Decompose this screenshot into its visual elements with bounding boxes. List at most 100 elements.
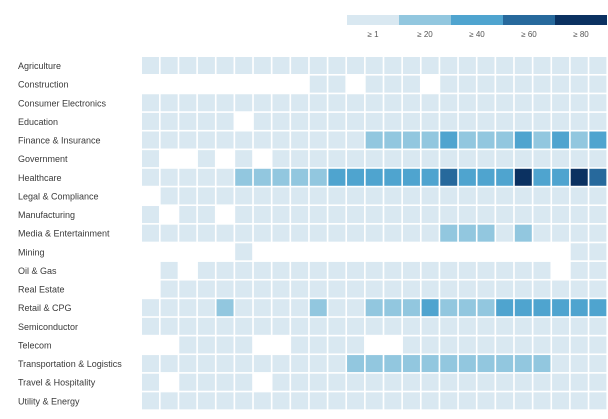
heatmap-cell	[235, 373, 253, 391]
heatmap-cell	[291, 224, 309, 242]
heatmap-cell	[421, 299, 439, 317]
heatmap-cell	[235, 206, 253, 224]
heatmap-cell	[402, 243, 420, 261]
heatmap-cell	[142, 336, 159, 354]
heatmap-cell	[365, 261, 383, 279]
heatmap-cell	[365, 336, 383, 354]
heatmap-cell	[179, 299, 197, 317]
legend-swatch	[555, 15, 607, 25]
heatmap-cell	[533, 299, 551, 317]
heatmap-cell	[365, 243, 383, 261]
heatmap-cell	[291, 168, 309, 186]
heatmap-cell	[160, 150, 178, 168]
heatmap-cell	[253, 168, 271, 186]
heatmap-cell	[216, 261, 234, 279]
heatmap-cell	[552, 206, 570, 224]
heatmap-cell	[477, 299, 495, 317]
heatmap-cell	[291, 75, 309, 93]
heatmap-cell	[291, 206, 309, 224]
heatmap-cell	[235, 112, 253, 130]
heatmap-cell	[328, 168, 346, 186]
heatmap-cell	[291, 317, 309, 335]
heatmap-cell	[477, 75, 495, 93]
heatmap-cell	[253, 224, 271, 242]
heatmap-cell	[291, 187, 309, 205]
heatmap-cell	[235, 392, 253, 410]
heatmap-cell	[216, 355, 234, 373]
heatmap-cell	[458, 150, 476, 168]
legend-label: ≥ 80	[573, 30, 589, 39]
heatmap-cell	[440, 280, 458, 298]
heatmap-cell	[533, 373, 551, 391]
heatmap-cell	[179, 261, 197, 279]
heatmap-cell	[142, 224, 159, 242]
heatmap-cell	[197, 373, 215, 391]
heatmap-cell	[496, 94, 514, 112]
heatmap-cell	[458, 373, 476, 391]
heatmap-cell	[365, 317, 383, 335]
heatmap-cell	[179, 317, 197, 335]
heatmap-cell	[253, 355, 271, 373]
heatmap-cell	[160, 299, 178, 317]
heatmap-cell	[496, 373, 514, 391]
heatmap-cell	[365, 112, 383, 130]
heatmap-cell	[402, 224, 420, 242]
heatmap-cell	[235, 261, 253, 279]
row-label: Consumer Electronics	[18, 98, 107, 108]
heatmap-cell	[496, 75, 514, 93]
heatmap-cell	[328, 187, 346, 205]
heatmap-cell	[142, 57, 159, 74]
heatmap-cell	[552, 336, 570, 354]
heatmap-cell	[272, 206, 290, 224]
heatmap-cell	[160, 187, 178, 205]
heatmap-cell	[179, 75, 197, 93]
heatmap-cell	[272, 280, 290, 298]
row-label: Construction	[18, 80, 69, 90]
heatmap-cell	[496, 150, 514, 168]
heatmap-cell	[235, 299, 253, 317]
heatmap-cell	[440, 243, 458, 261]
heatmap-cell	[514, 373, 532, 391]
heatmap-cell	[458, 280, 476, 298]
heatmap-cell	[402, 299, 420, 317]
heatmap-cell	[570, 150, 588, 168]
heatmap-cell	[514, 280, 532, 298]
heatmap-cell	[589, 131, 607, 149]
heatmap-cell	[496, 57, 514, 74]
heatmap-cell	[347, 187, 365, 205]
heatmap-cell	[477, 373, 495, 391]
heatmap-cell	[514, 317, 532, 335]
legend-swatch	[347, 15, 399, 25]
heatmap-cell	[552, 280, 570, 298]
heatmap-cell	[272, 299, 290, 317]
heatmap-cell	[589, 57, 607, 74]
heatmap-cell	[477, 187, 495, 205]
heatmap-cell	[589, 187, 607, 205]
heatmap-cell	[142, 168, 159, 186]
heatmap-cell	[514, 261, 532, 279]
heatmap-cell	[328, 261, 346, 279]
heatmap-cell	[402, 131, 420, 149]
heatmap-cell	[328, 57, 346, 74]
heatmap-cell	[496, 168, 514, 186]
heatmap-cell	[589, 243, 607, 261]
heatmap-cell	[142, 261, 159, 279]
heatmap-cell	[477, 355, 495, 373]
heatmap-cell	[533, 150, 551, 168]
heatmap-cell	[272, 75, 290, 93]
heatmap-cell	[496, 261, 514, 279]
heatmap-cell	[347, 355, 365, 373]
heatmap-cell	[197, 336, 215, 354]
heatmap-cell	[291, 112, 309, 130]
heatmap-cell	[384, 392, 402, 410]
heatmap-cell	[142, 94, 159, 112]
heatmap-cell	[384, 187, 402, 205]
heatmap-cell	[253, 187, 271, 205]
heatmap-cell	[589, 261, 607, 279]
heatmap-cell	[402, 336, 420, 354]
heatmap-cell	[197, 112, 215, 130]
heatmap-cell	[421, 355, 439, 373]
heatmap-cell	[253, 112, 271, 130]
heatmap-cell	[477, 261, 495, 279]
heatmap-cell	[253, 94, 271, 112]
